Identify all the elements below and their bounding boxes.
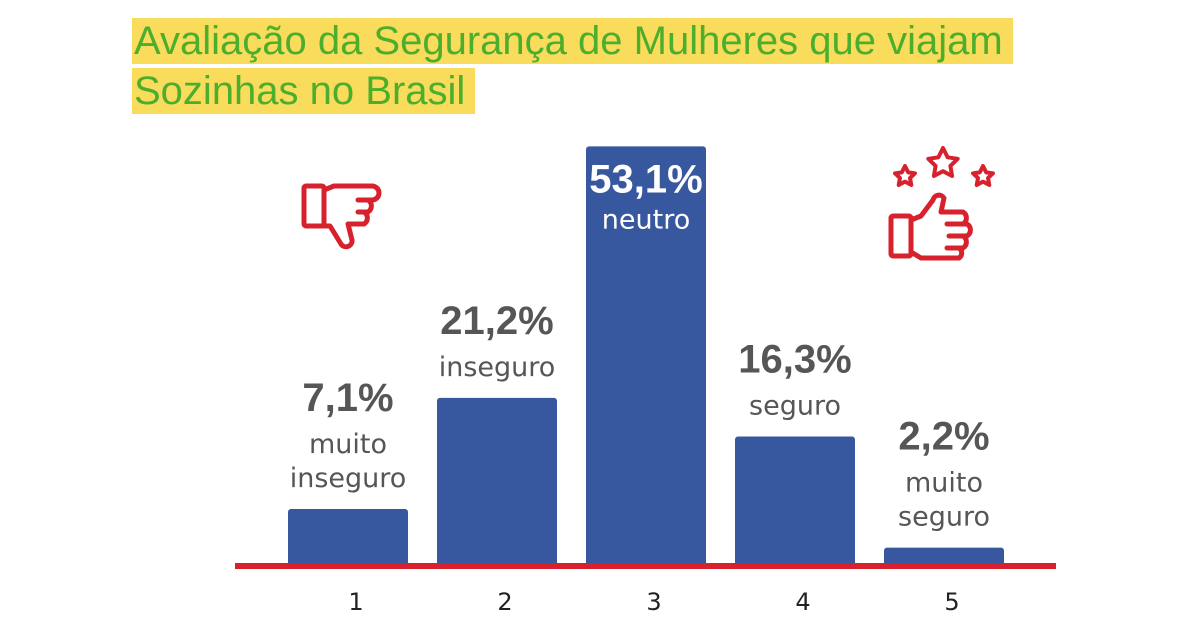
bar-1 — [288, 509, 408, 567]
thumbs-down-icon — [301, 183, 382, 250]
description-label-5-2: seguro — [898, 502, 990, 533]
description-label-2-1: inseguro — [439, 352, 556, 383]
thumbs-up-stars-icon — [888, 146, 995, 261]
chart-title-line-2: Sozinhas no Brasil — [132, 68, 476, 114]
x-tick-label-2: 2 — [497, 588, 512, 616]
value-label-3: 53,1% — [589, 157, 702, 201]
x-tick-label-4: 4 — [795, 588, 810, 616]
bar-5 — [884, 547, 1004, 567]
description-label-5-1: muito — [905, 468, 983, 499]
x-tick-label-1: 1 — [348, 588, 363, 616]
value-label-2: 21,2% — [440, 299, 553, 343]
bar-2 — [437, 397, 557, 567]
value-label-1: 7,1% — [302, 376, 393, 420]
description-label-3-1: neutro — [602, 204, 690, 235]
x-tick-label-5: 5 — [944, 588, 959, 616]
value-label-5: 2,2% — [898, 415, 989, 459]
description-label-4-1: seguro — [749, 391, 841, 422]
description-label-1-1: muito — [309, 429, 387, 460]
x-tick-label-3: 3 — [646, 588, 661, 616]
bar-4 — [735, 436, 855, 567]
bar-3 — [586, 146, 706, 567]
description-label-1-2: inseguro — [290, 463, 407, 494]
chart-title-line-1: Avaliação da Segurança de Mulheres que v… — [132, 18, 1013, 64]
value-label-4: 16,3% — [738, 338, 851, 382]
